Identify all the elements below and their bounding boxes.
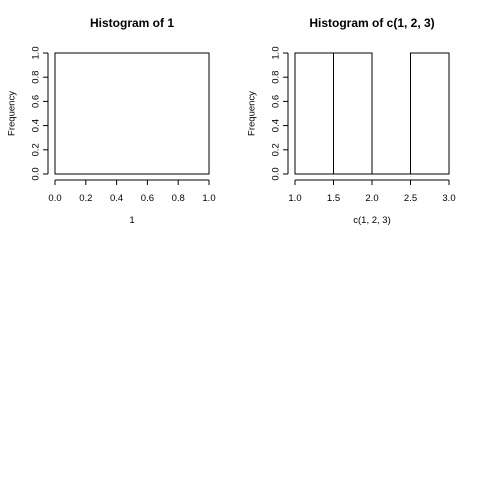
histogram-bar [55, 53, 209, 174]
y-tick-label: 0.6 [271, 95, 282, 108]
y-tick-label: 1.0 [271, 46, 282, 59]
y-tick-label: 0.0 [31, 167, 42, 180]
histogram-bar [411, 53, 450, 174]
y-tick-label: 0.0 [271, 167, 282, 180]
x-tick-label: 0.6 [141, 193, 154, 204]
chart-title: Histogram of c(1, 2, 3) [309, 16, 434, 30]
y-tick-label: 0.4 [31, 119, 42, 132]
y-axis-label: Frequency [247, 91, 258, 136]
y-tick-label: 0.6 [31, 95, 42, 108]
histogram-panel-2: Histogram of c(1, 2, 3) 1.0 1.5 2.0 2.5 3.0 0.… [247, 16, 456, 226]
x-tick-label: 3.0 [442, 193, 455, 204]
y-tick-label: 0.8 [31, 71, 42, 84]
chart-title: Histogram of 1 [90, 16, 174, 30]
histogram-bar [295, 53, 334, 174]
x-axis-label: c(1, 2, 3) [353, 215, 391, 226]
y-tick-label: 0.2 [271, 143, 282, 156]
y-tick-label: 0.2 [31, 143, 42, 156]
y-tick-label: 0.4 [271, 119, 282, 132]
x-tick-label: 0.0 [48, 193, 61, 204]
y-tick-label: 0.8 [271, 71, 282, 84]
y-axis-label: Frequency [7, 91, 18, 136]
x-tick-label: 0.8 [172, 193, 185, 204]
histogram-bar [334, 53, 373, 174]
x-tick-label: 0.2 [79, 193, 92, 204]
x-tick-label: 2.0 [365, 193, 378, 204]
y-tick-label: 1.0 [31, 46, 42, 59]
x-tick-label: 1.5 [327, 193, 340, 204]
x-axis-label: 1 [129, 215, 134, 226]
histogram-panel-1: Histogram of 1 0.0 0.2 0.4 0.6 0.8 1.0 0.0 0.2 0.… [7, 16, 216, 226]
x-tick-label: 0.4 [110, 193, 123, 204]
x-tick-label: 2.5 [404, 193, 417, 204]
x-tick-label: 1.0 [202, 193, 215, 204]
x-tick-label: 1.0 [288, 193, 301, 204]
